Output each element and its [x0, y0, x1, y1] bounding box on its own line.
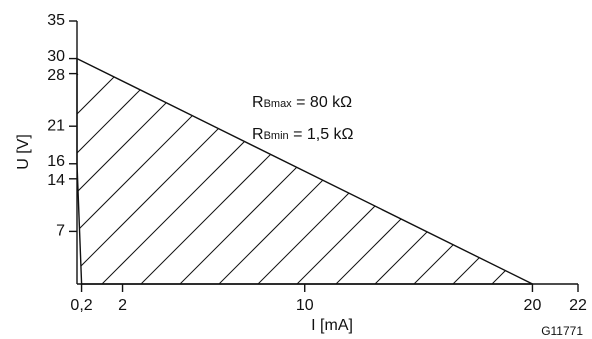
- x-axis-ticks: 0,2 2 10 20 22: [70, 284, 587, 314]
- hatch-line: [520, 73, 533, 284]
- hatch-line: [77, 73, 118, 284]
- hatch-line: [77, 73, 79, 284]
- x-axis-title: I [mA]: [311, 317, 353, 334]
- y-tick-label: 7: [56, 223, 65, 240]
- x-tick-label: 22: [569, 297, 587, 314]
- hatch-line: [325, 73, 533, 284]
- y-tick-label: 35: [47, 12, 65, 29]
- hatch-line: [481, 73, 533, 284]
- y-tick-label: 14: [47, 172, 65, 189]
- y-axis-ticks: 7 14 16 21 28 30 35: [47, 12, 77, 240]
- x-tick-label: 20: [524, 297, 542, 314]
- hatch-line: [560, 74, 592, 294]
- figure-code: G11771: [541, 324, 583, 338]
- x-tick-label: 2: [118, 297, 127, 314]
- x-tick-label: 0,2: [70, 297, 92, 314]
- hatch-line: [364, 73, 533, 284]
- hatch-line: [77, 73, 274, 284]
- y-axis-title: U [V]: [15, 134, 32, 170]
- hatch-line: [77, 73, 196, 284]
- rb-max-annotation: RBmax = 80 kΩ: [252, 94, 352, 111]
- y-tick-label: 16: [47, 153, 65, 170]
- y-tick-label: 28: [47, 67, 65, 84]
- hatch-line: [77, 73, 157, 284]
- hatch-line: [403, 73, 533, 284]
- hatch-line: [442, 73, 533, 284]
- x-tick-label: 10: [296, 297, 314, 314]
- y-tick-label: 21: [47, 117, 65, 134]
- y-tick-label: 30: [47, 48, 65, 65]
- rb-min-annotation: RBmin = 1,5 kΩ: [252, 126, 354, 143]
- operating-region: [76, 57, 533, 285]
- hatch-line: [0, 74, 39, 294]
